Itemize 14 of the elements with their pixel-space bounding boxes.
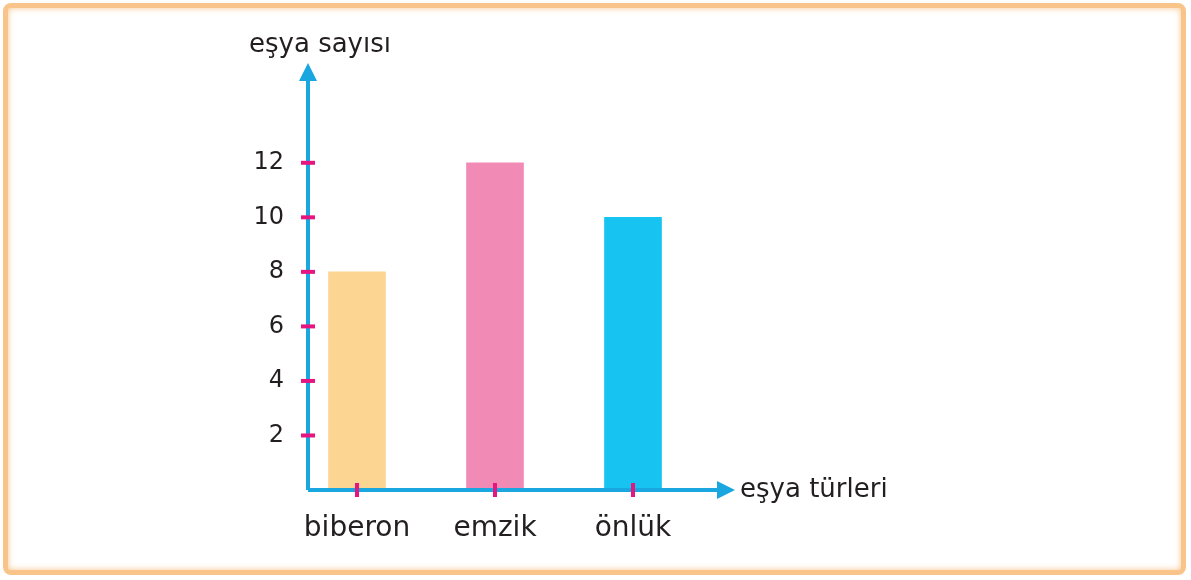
y-tick-label: 12 (253, 147, 284, 176)
bar (328, 271, 386, 490)
bar (466, 162, 524, 490)
y-tick-label: 2 (268, 419, 284, 448)
x-tick-label: önlük (594, 510, 673, 544)
bar (604, 217, 662, 490)
y-tick-label: 10 (253, 201, 284, 230)
x-tick-label: biberon (303, 510, 411, 544)
y-tick-label: 8 (268, 256, 284, 285)
y-tick-label: 6 (268, 310, 284, 339)
x-axis-title: eşya türleri (740, 472, 888, 503)
x-tick-label: emzik (453, 510, 538, 544)
y-axis-title: eşya sayısı (249, 27, 391, 58)
y-tick-label: 4 (268, 365, 284, 394)
